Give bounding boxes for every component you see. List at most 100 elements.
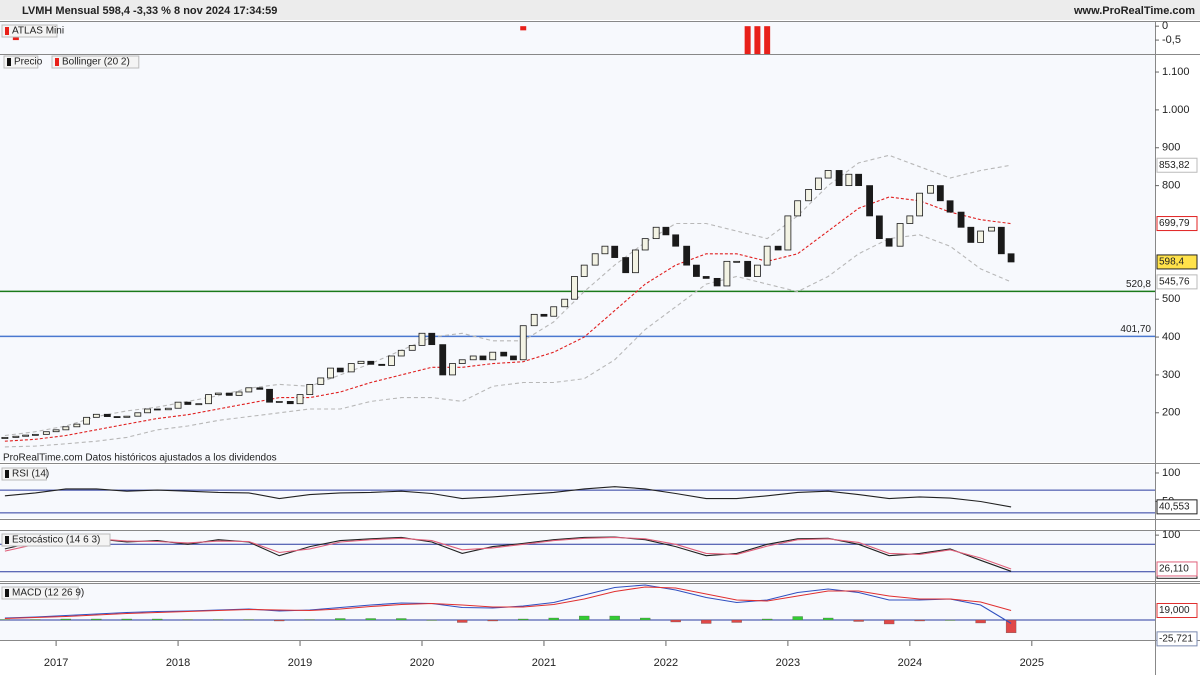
candle-body (744, 260, 752, 277)
candle-body (164, 407, 172, 411)
legend-box (1, 533, 111, 547)
histogram-bar (0, 619, 11, 621)
candle-body (439, 344, 447, 376)
histogram-bar (914, 619, 925, 622)
candle-body (42, 431, 50, 435)
legend-box (1, 467, 47, 481)
y-tick-label: 100 (1162, 529, 1180, 541)
histogram-bar (762, 618, 773, 621)
y-tick-label: 1.000 (1162, 104, 1190, 116)
histogram-bar (944, 619, 956, 621)
histogram-bar (548, 617, 559, 621)
indicator-value-label-box (1156, 561, 1198, 577)
candle-body (774, 245, 782, 251)
y-tick-label: 400 (1162, 331, 1180, 343)
candle-body (885, 238, 893, 247)
legend-box (1, 586, 79, 600)
candle-body (428, 332, 436, 346)
histogram-bar (822, 617, 834, 621)
histogram-bar (243, 619, 254, 621)
panel-background (0, 465, 1155, 518)
candle-body (927, 185, 934, 194)
x-tick-label: 2020 (410, 657, 434, 669)
candle-body (946, 200, 954, 213)
candle-body (153, 408, 161, 411)
candle-body (62, 426, 70, 431)
x-tick-label: 2017 (44, 657, 68, 669)
bollinger-line (4, 154, 1012, 437)
candle-body (225, 392, 233, 396)
histogram-bar (396, 618, 407, 621)
legend: MACD (12 26 9) (12, 588, 84, 599)
panel-background (0, 55, 1155, 462)
candle-body (977, 230, 984, 243)
candle-body (113, 416, 121, 418)
bollinger-value-label: 699,79 (1159, 218, 1190, 229)
candle-body (1, 436, 9, 439)
y-tick-label: 500 (1162, 293, 1180, 305)
candle-body (83, 416, 90, 425)
candle-body (73, 423, 81, 428)
legend-price-box (3, 55, 39, 69)
candle-body (906, 215, 914, 224)
candle-body (824, 170, 832, 179)
legend: ATLAS Mini (12, 26, 64, 37)
candle-body (327, 367, 334, 379)
candle-body (174, 401, 182, 409)
x-tick-label: 2023 (776, 657, 800, 669)
x-tick-label: 2024 (898, 657, 922, 669)
indicator-value-label-box (1156, 499, 1198, 515)
candle-body (134, 412, 142, 417)
level-label: 520,8 (1126, 279, 1151, 290)
candle-body (123, 415, 131, 418)
candle-body (489, 351, 497, 361)
histogram-bar (487, 619, 498, 622)
histogram-bar (182, 619, 193, 621)
candle-body (336, 367, 344, 373)
candle-body (469, 355, 477, 361)
candle-body (591, 253, 599, 266)
candle-body (702, 276, 710, 279)
candle-body (571, 276, 578, 300)
legend-swatch (5, 589, 9, 597)
candle-body (92, 413, 100, 418)
bollinger-value-label-box (1156, 216, 1198, 232)
candle-body (683, 245, 691, 266)
bollinger-value-label: 853,82 (1159, 160, 1190, 171)
candle-body (306, 383, 314, 396)
candle-body (245, 387, 253, 393)
x-tick-label: 2019 (288, 657, 312, 669)
candle-body (510, 355, 517, 361)
histogram-bar (975, 619, 986, 624)
candle-body (449, 363, 456, 376)
x-tick-label: 2021 (532, 657, 556, 669)
candle-body (205, 394, 212, 405)
histogram-bar (304, 619, 315, 621)
y-tick-label: 200 (1162, 407, 1180, 419)
candle-body (693, 264, 700, 277)
indicator-value-label: 40,553 (1159, 501, 1190, 512)
price-value-label: 598,4 (1159, 257, 1184, 268)
bollinger-value-label-box (1156, 157, 1198, 173)
candle-body (317, 377, 325, 385)
candle-body (866, 185, 874, 217)
histogram-bar (579, 615, 590, 621)
legend: Estocástico (14 6 3) (12, 535, 100, 546)
bar (744, 26, 751, 54)
bollinger-line (4, 234, 1012, 448)
legend-bollinger: Bollinger (20 2) (62, 57, 130, 68)
candle-body (378, 363, 386, 366)
candle-body (988, 226, 995, 232)
candle-body (916, 192, 924, 217)
histogram-bar (701, 619, 712, 624)
y-tick-label: 100 (1162, 467, 1180, 479)
candle-body (1007, 253, 1015, 263)
candle-body (388, 355, 395, 366)
histogram-bar (883, 619, 895, 625)
indicator-value-label: 26,110 (1159, 564, 1189, 575)
histogram-bar (670, 619, 681, 623)
bollinger-value-label-box (1156, 274, 1198, 290)
bar (754, 26, 761, 54)
candle-body (713, 277, 721, 287)
header-site: www.ProRealTime.com (1073, 5, 1195, 17)
